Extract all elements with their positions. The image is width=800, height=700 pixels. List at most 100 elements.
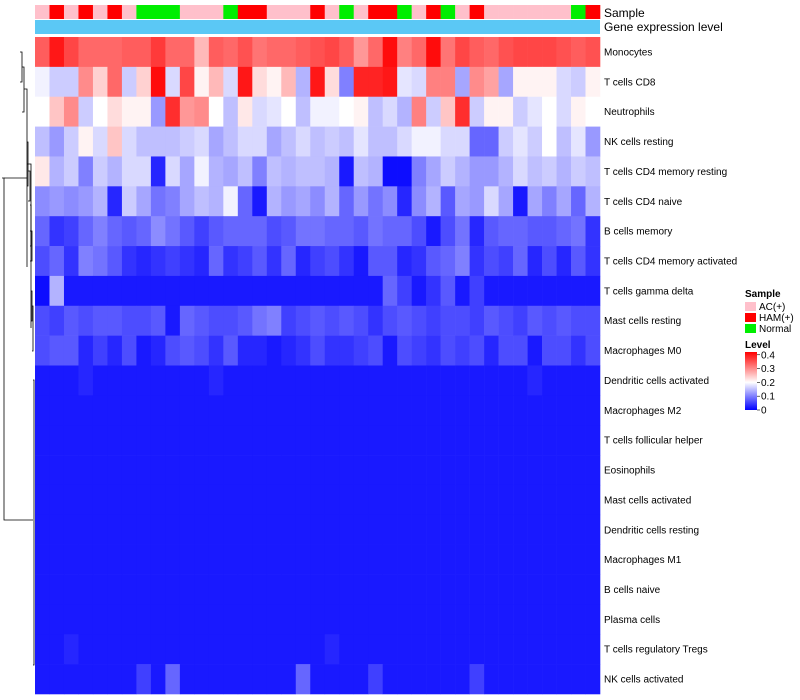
heatmap-cell <box>571 305 586 336</box>
heatmap-cell <box>121 544 137 575</box>
sample-annotation-cell <box>208 5 224 19</box>
heatmap-cell <box>78 126 94 157</box>
heatmap-cell <box>281 634 297 665</box>
heatmap-cell <box>179 574 195 605</box>
heatmap-cell <box>542 604 557 635</box>
heatmap-cell <box>194 365 210 396</box>
heatmap-cell <box>368 246 383 277</box>
heatmap-cell <box>440 156 456 187</box>
heatmap-cell <box>223 305 239 336</box>
heatmap-cell <box>324 275 340 307</box>
heatmap-cell <box>107 305 123 336</box>
heatmap-cell <box>382 395 398 426</box>
heatmap-cell <box>194 604 210 635</box>
heatmap-cell <box>455 455 470 486</box>
heatmap-cell <box>382 544 398 575</box>
row-label: Mast cells resting <box>604 316 681 327</box>
heatmap-cell <box>208 634 224 665</box>
dendrogram-branch <box>24 88 28 267</box>
heatmap-cell <box>165 664 181 695</box>
heatmap-cell <box>35 186 50 217</box>
level-colorbar <box>745 352 757 410</box>
heatmap-cell <box>179 634 195 665</box>
heatmap-cell <box>194 335 210 366</box>
heatmap-cell <box>397 395 412 426</box>
heatmap-cell <box>78 186 94 217</box>
heatmap-cell <box>571 126 586 157</box>
dendrogram-branch <box>28 170 31 202</box>
heatmap-cell <box>513 604 528 635</box>
heatmap-cell <box>78 216 94 247</box>
heatmap-cell <box>324 455 340 486</box>
heatmap-cell <box>49 395 65 426</box>
heatmap-cell <box>121 455 137 486</box>
heatmap-cell <box>513 186 528 217</box>
heatmap-cell <box>165 66 181 98</box>
heatmap-cell <box>498 514 514 545</box>
heatmap-cell <box>527 335 543 366</box>
heatmap-cell <box>469 216 485 247</box>
heatmap-cell <box>527 544 543 575</box>
heatmap-cell <box>498 275 514 307</box>
heatmap-cell <box>252 216 268 247</box>
heatmap-cell <box>368 484 383 516</box>
heatmap-cell <box>513 514 528 545</box>
heatmap-cell <box>49 664 65 695</box>
heatmap-cell <box>368 425 383 456</box>
heatmap-cell <box>121 305 137 336</box>
heatmap-cell <box>585 216 601 247</box>
heatmap-cell <box>194 156 210 187</box>
heatmap-cell <box>585 425 601 456</box>
heatmap-cell <box>498 365 514 396</box>
heatmap-cell <box>426 484 441 516</box>
heatmap-cell <box>484 305 499 336</box>
heatmap-cell <box>92 126 108 157</box>
heatmap-cell <box>469 275 485 307</box>
sample-annotation-cell <box>107 5 123 19</box>
heatmap-cell <box>455 365 470 396</box>
heatmap-cell <box>165 395 181 426</box>
heatmap-cell <box>426 275 441 307</box>
row-label: B cells memory <box>604 227 672 238</box>
heatmap-cell <box>295 365 311 396</box>
heatmap-cell <box>252 514 268 545</box>
heatmap-cell <box>542 186 557 217</box>
heatmap-cell <box>339 216 355 247</box>
sample-annotation-cell <box>382 5 398 19</box>
heatmap-cell <box>310 425 326 456</box>
heatmap-cell <box>208 335 224 366</box>
heatmap-cell <box>136 664 152 695</box>
heatmap-cell <box>223 574 239 605</box>
heatmap-cell <box>397 484 412 516</box>
dendrogram-branch <box>22 66 25 113</box>
heatmap-cell <box>353 186 369 217</box>
heatmap-cell <box>353 604 369 635</box>
heatmap-cell <box>571 395 586 426</box>
sample-annotation-cell <box>498 5 514 19</box>
heatmap-cell <box>353 455 369 486</box>
heatmap-cell <box>556 514 572 545</box>
heatmap-cell <box>223 216 239 247</box>
heatmap-cell <box>513 544 528 575</box>
heatmap-cell <box>542 664 557 695</box>
heatmap-cell <box>223 37 239 68</box>
heatmap-cell <box>266 126 282 157</box>
heatmap-cell <box>310 365 326 396</box>
heatmap-cell <box>368 156 383 187</box>
heatmap-cell <box>136 455 152 486</box>
heatmap-cell <box>440 484 456 516</box>
heatmap-cell <box>353 395 369 426</box>
heatmap-cell <box>179 664 195 695</box>
heatmap-cell <box>92 634 108 665</box>
heatmap-cell <box>353 634 369 665</box>
heatmap-cell <box>310 126 326 157</box>
heatmap-cell <box>542 425 557 456</box>
heatmap-cell <box>310 246 326 277</box>
heatmap-cell <box>150 604 166 635</box>
heatmap-cell <box>295 156 311 187</box>
heatmap-cell <box>455 514 470 545</box>
heatmap-cell <box>310 186 326 217</box>
heatmap-cell <box>469 156 485 187</box>
heatmap-cell <box>63 664 79 695</box>
heatmap-cell <box>208 275 224 307</box>
